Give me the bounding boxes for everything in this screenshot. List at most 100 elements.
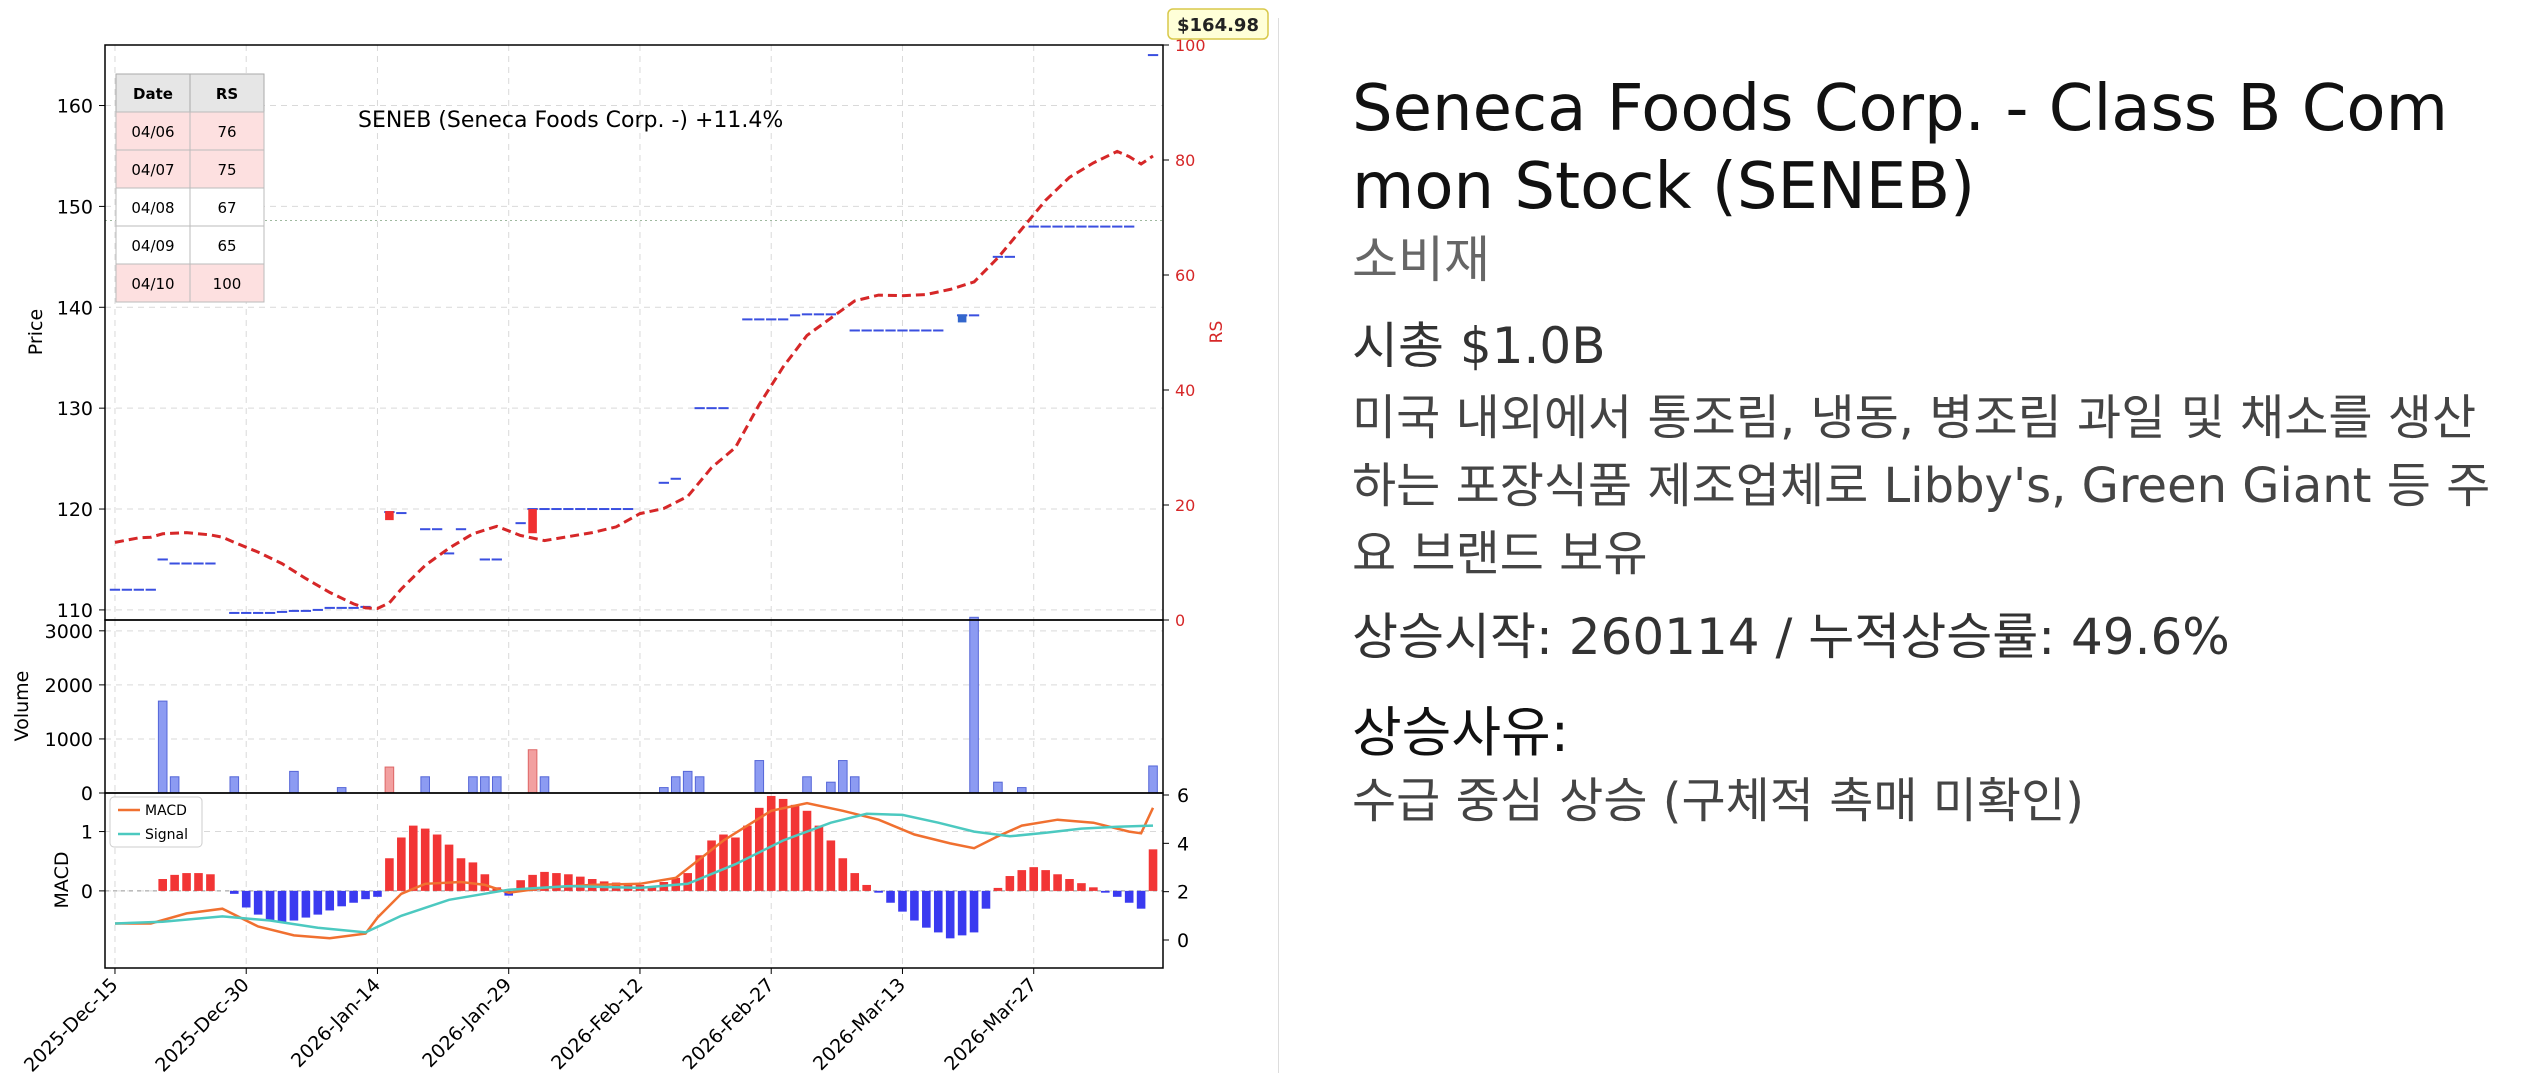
volume-bar: [336, 787, 347, 794]
macd-hist-bar: [265, 890, 275, 921]
volume-bar: [1016, 787, 1027, 794]
volume-bar: [849, 776, 860, 794]
market-cap: 시총 $1.0B: [1352, 317, 1606, 375]
volume-bar: [754, 760, 765, 794]
rs-table-header-date: Date: [133, 85, 173, 103]
price-candle: [385, 511, 394, 521]
volume-bar: [838, 760, 848, 794]
rs-tick-label: 0: [1175, 611, 1185, 630]
macd-hist-bar: [206, 874, 215, 891]
x-tick-label: 2026-Feb-27: [678, 974, 778, 1074]
macd-hist-bar: [719, 834, 728, 891]
volume-tick-label: 0: [81, 783, 93, 805]
macd-hist-bar: [349, 890, 358, 903]
volume-bar: [468, 776, 478, 794]
volume-bar: [169, 776, 180, 794]
panel-border: [104, 792, 1164, 969]
volume-bar: [539, 776, 550, 794]
macd-hist-bar: [1136, 890, 1146, 909]
x-tick-label: 2026-Jan-29: [418, 974, 516, 1072]
macd-hist-bar: [241, 890, 251, 908]
macd-hist-bar: [158, 879, 167, 891]
macd-hist-bar: [313, 890, 323, 915]
rs-table-rs: 75: [217, 161, 236, 179]
volume-bar: [420, 776, 430, 794]
macd-hist-bar: [1101, 890, 1110, 893]
rs-table-date: 04/09: [131, 237, 174, 255]
macd-hist-bar: [1005, 876, 1015, 891]
rs-table-date: 04/06: [131, 123, 174, 141]
info-panel: Seneca Foods Corp. - Class B Common Stoc…: [1352, 70, 2492, 832]
macd-hist-bar: [838, 858, 848, 891]
rs-table-date: 04/07: [131, 161, 174, 179]
volume-tick-label: 2000: [45, 675, 93, 697]
macd-hist-bar: [969, 890, 979, 933]
volume-bar: [670, 776, 681, 794]
macd-hist-bar: [886, 890, 895, 903]
macd-hist-bar: [1041, 870, 1050, 891]
stock-chart: 110 120 130 140 150 160 0 20 40 60 80 100 0 1000 2000 3…: [11, 8, 1269, 1077]
macd-hist-bar: [933, 890, 943, 933]
macd-hist-bar: [981, 890, 991, 909]
chart-title: SENEB (Seneca Foods Corp. -) +11.4%: [358, 108, 783, 133]
macd-hist-bar: [229, 890, 239, 894]
macd-hist-bar: [432, 834, 442, 891]
macd-hist-bar: [898, 890, 907, 912]
macd-hist-bar: [790, 804, 800, 891]
macd-hist-bar: [826, 840, 836, 891]
macd-hist-bar: [456, 858, 466, 891]
company-title: Seneca Foods Corp. - Class B Common Stoc…: [1352, 72, 2448, 224]
volume-bar: [289, 770, 299, 794]
volume-bar: [527, 749, 538, 794]
macd-hist-bar: [516, 880, 525, 891]
macd-hist-bar: [910, 890, 919, 921]
signal-line: [114, 812, 1154, 934]
rs-axis-label: RS: [1207, 321, 1227, 344]
rs-table-rs: 65: [217, 237, 236, 255]
volume-bar: [384, 766, 395, 794]
macd-hist-bar: [170, 874, 179, 891]
reason-title: 상승사유:: [1352, 701, 1569, 764]
macd-right-tick-label: 4: [1177, 833, 1189, 855]
macd-hist-bar: [1029, 867, 1039, 891]
signal-legend-label: Signal: [145, 827, 188, 843]
macd-hist-bar: [874, 890, 883, 893]
volume-bar: [659, 787, 669, 794]
macd-hist-bar: [373, 890, 382, 897]
x-tick-label: 2025-Dec-30: [151, 974, 254, 1077]
macd-hist-bar: [850, 873, 860, 891]
macd-tick-label: 0: [81, 881, 93, 903]
price-candle: [528, 509, 537, 534]
macd-hist-bar: [468, 862, 478, 891]
price-tick-label: 130: [57, 398, 93, 420]
macd-hist-bar: [1017, 870, 1027, 891]
macd-hist-bar: [766, 795, 776, 891]
rs-line: [114, 149, 1154, 611]
price-tick-label: 140: [57, 297, 93, 319]
macd-hist-bar: [754, 807, 764, 891]
macd-hist-bar: [182, 873, 191, 891]
x-tick-label: 2026-Mar-13: [809, 974, 910, 1075]
macd-tick-label: 1: [81, 822, 93, 844]
macd-hist-bar: [480, 874, 490, 891]
macd-hist-bar: [647, 886, 657, 891]
macd-hist-bar: [683, 873, 692, 891]
rs-table-rs: 100: [213, 275, 242, 293]
price-tick-label: 160: [57, 96, 93, 118]
last-price-badge: [1167, 8, 1269, 40]
rs-tick-label: 80: [1175, 151, 1195, 170]
volume-tick-label: 3000: [45, 621, 93, 643]
macd-hist-bar: [993, 887, 1003, 891]
volume-tick-label: 1000: [45, 729, 93, 751]
macd-hist-bar: [253, 890, 263, 915]
macd-hist-bar: [1089, 887, 1098, 891]
volume-bar: [802, 776, 812, 794]
macd-panel: [105, 793, 1163, 968]
volume-bar: [993, 781, 1003, 794]
rs-table-rs: 76: [217, 123, 236, 141]
stock-chart-svg: 1101201301401501600204060801000100020003…: [11, 8, 1269, 1077]
price-candle: [957, 314, 967, 323]
price-axis-label: Price: [25, 309, 47, 355]
macd-hist-bar: [194, 873, 203, 891]
macd-hist-bar: [707, 840, 716, 891]
